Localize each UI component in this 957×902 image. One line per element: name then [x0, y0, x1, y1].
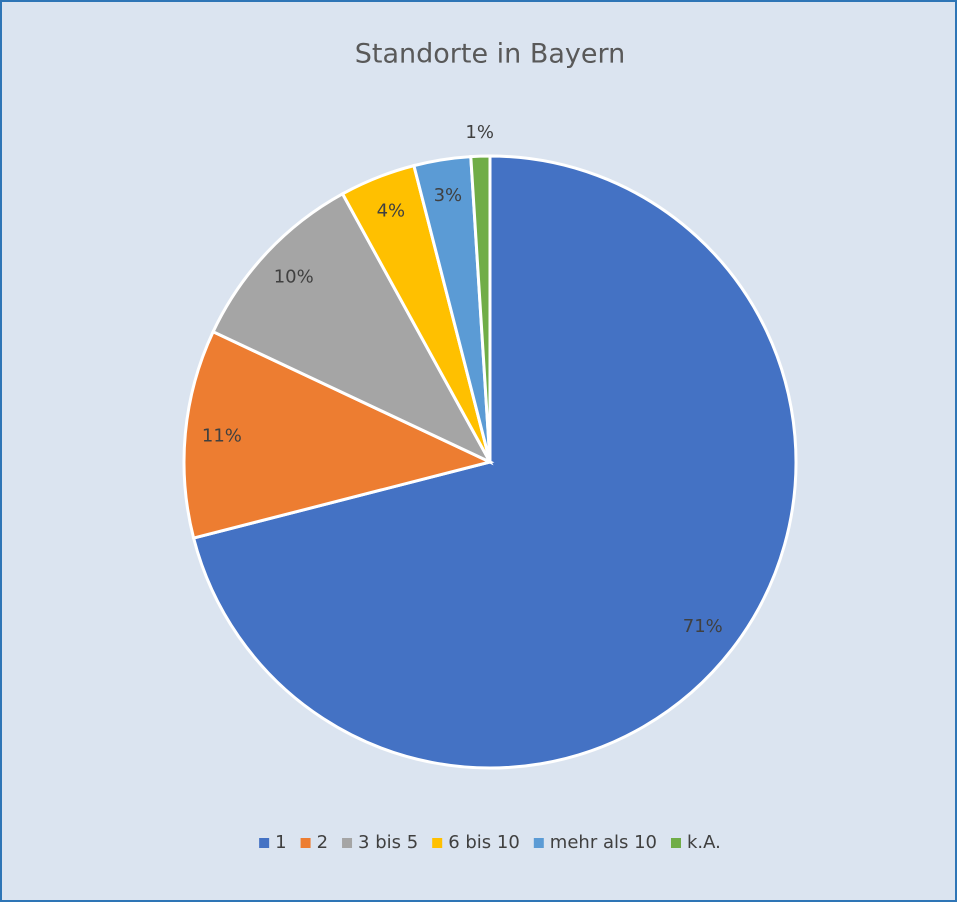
- legend-swatch: [533, 838, 544, 848]
- legend-swatch: [342, 838, 353, 848]
- legend-label: 1: [275, 832, 286, 853]
- legend-swatch: [670, 838, 681, 848]
- pie-slice: [182, 329, 495, 540]
- data-label: 1%: [465, 122, 494, 143]
- pie-slice: [469, 154, 492, 463]
- chart-title: Standorte in Bayern: [355, 39, 626, 70]
- pie-slice: [191, 154, 798, 770]
- data-label: 10%: [274, 267, 314, 288]
- legend-label: mehr als 10: [550, 832, 657, 853]
- legend-swatch: [432, 838, 443, 848]
- legend-swatch: [259, 838, 270, 848]
- legend-label: 3 bis 5: [358, 832, 418, 853]
- legend-label: 6 bis 10: [448, 832, 520, 853]
- legend-label: 2: [317, 832, 328, 853]
- pie: 71% 11% 10% 4% 3% 1%: [182, 122, 798, 770]
- pie-slice: [211, 191, 494, 466]
- legend-label: k.A.: [687, 832, 721, 853]
- data-label: 3%: [434, 185, 463, 206]
- data-label: 4%: [377, 201, 406, 222]
- legend-swatch: [300, 838, 311, 848]
- data-label: 11%: [202, 426, 242, 447]
- legend: 1 2 3 bis 5 6 bis 10 mehr als 10 k.A.: [259, 832, 721, 853]
- data-label: 71%: [683, 616, 723, 637]
